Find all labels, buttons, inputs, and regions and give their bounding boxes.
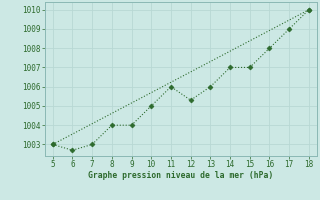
X-axis label: Graphe pression niveau de la mer (hPa): Graphe pression niveau de la mer (hPa) <box>88 171 273 180</box>
